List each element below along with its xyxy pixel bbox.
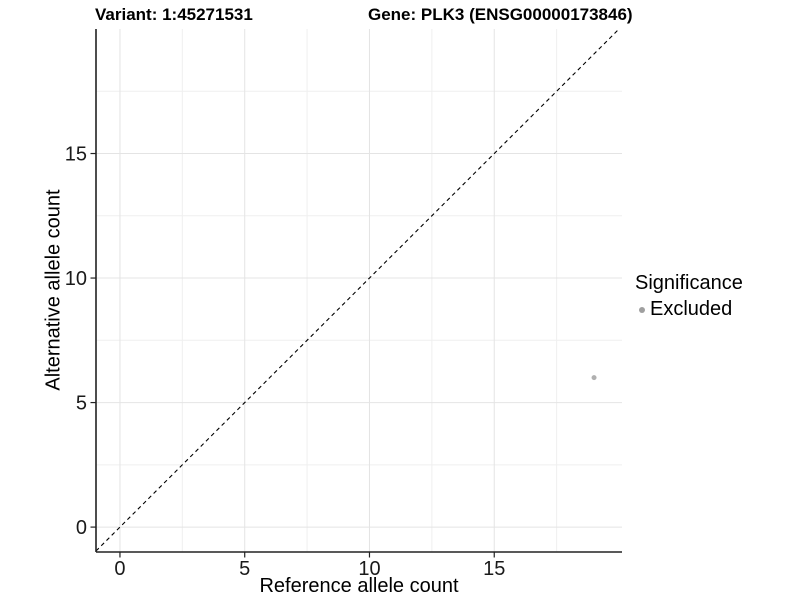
gene-title: Gene: PLK3 (ENSG00000173846) — [368, 5, 633, 24]
x-tick-label: 5 — [239, 558, 250, 580]
x-tick-label: 10 — [358, 558, 380, 580]
y-tick-label: 0 — [76, 517, 87, 539]
y-tick-label: 5 — [76, 393, 87, 415]
legend-title: Significance — [635, 272, 743, 294]
x-tick-label: 15 — [483, 558, 505, 580]
x-tick-label: 0 — [114, 558, 125, 580]
legend-key-dot-icon — [639, 306, 645, 313]
y-tick-label: 10 — [65, 268, 87, 290]
y-axis-title: Alternative allele count — [42, 189, 65, 391]
y-tick-label: 15 — [65, 144, 87, 166]
variant-title: Variant: 1:45271531 — [95, 5, 253, 24]
legend-item-label: Excluded — [650, 298, 733, 320]
data-point-excluded — [591, 375, 597, 381]
legend-item-excluded: Excluded — [639, 298, 743, 321]
identity-line — [95, 28, 620, 552]
x-axis-title: Reference allele count — [259, 575, 459, 597]
legend: Significance Excluded — [635, 272, 743, 321]
